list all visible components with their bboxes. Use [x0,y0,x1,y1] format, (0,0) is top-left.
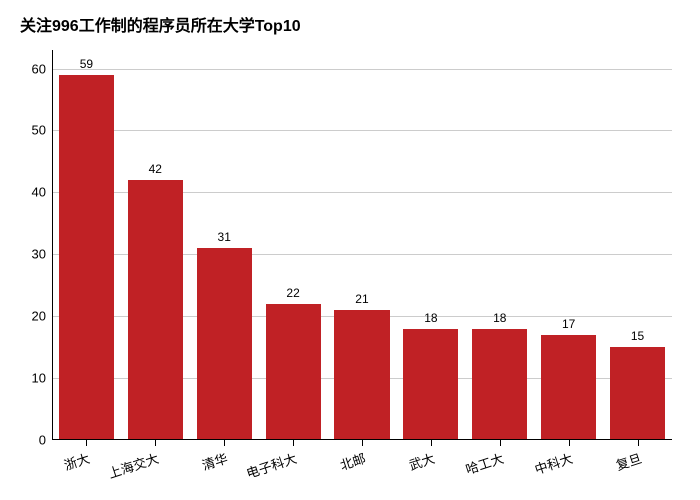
bar-value-label: 42 [149,162,162,176]
x-tick-label: 电子科大 [244,448,299,482]
bar-value-label: 18 [424,311,437,325]
bar: 21 [334,310,389,440]
bar-value-label: 18 [493,311,506,325]
x-tick-label: 复旦 [613,448,644,474]
x-tick-label: 哈工大 [463,448,506,478]
bar: 31 [197,248,252,440]
x-tick [362,440,363,446]
x-tick-label: 上海交大 [106,448,161,482]
x-tick [86,440,87,446]
bar-value-label: 21 [355,292,368,306]
bar-value-label: 15 [631,329,644,343]
y-tick-label: 50 [32,123,52,138]
bar-value-label: 31 [218,230,231,244]
x-tick [431,440,432,446]
bar-value-label: 17 [562,317,575,331]
bar: 22 [266,304,321,440]
bar: 17 [541,335,596,440]
x-tick-label: 清华 [199,448,230,474]
x-tick-label: 北邮 [337,448,368,474]
x-tick [638,440,639,446]
y-tick-label: 60 [32,61,52,76]
y-tick-label: 30 [32,247,52,262]
y-tick-label: 0 [39,433,52,448]
chart-container: 关注996工作制的程序员所在大学Top10 0102030405060 5942… [0,0,700,500]
chart-title: 关注996工作制的程序员所在大学Top10 [20,12,301,36]
x-tick [500,440,501,446]
plot-area: 0102030405060 594231222118181715 浙大上海交大清… [52,50,672,440]
bar: 42 [128,180,183,440]
x-tick [224,440,225,446]
bar: 18 [472,329,527,440]
bar: 59 [59,75,114,440]
y-tick-label: 40 [32,185,52,200]
x-tick [569,440,570,446]
x-tick-label: 中科大 [532,448,575,478]
x-tick [293,440,294,446]
x-tick [155,440,156,446]
y-tick-label: 20 [32,309,52,324]
bars-group: 594231222118181715 [52,50,672,440]
bar: 15 [610,347,665,440]
y-tick-label: 10 [32,371,52,386]
y-axis-line [52,50,53,440]
x-tick-label: 浙大 [62,448,93,474]
x-tick-label: 武大 [406,448,437,474]
bar: 18 [403,329,458,440]
bar-value-label: 22 [286,286,299,300]
bar-value-label: 59 [80,57,93,71]
